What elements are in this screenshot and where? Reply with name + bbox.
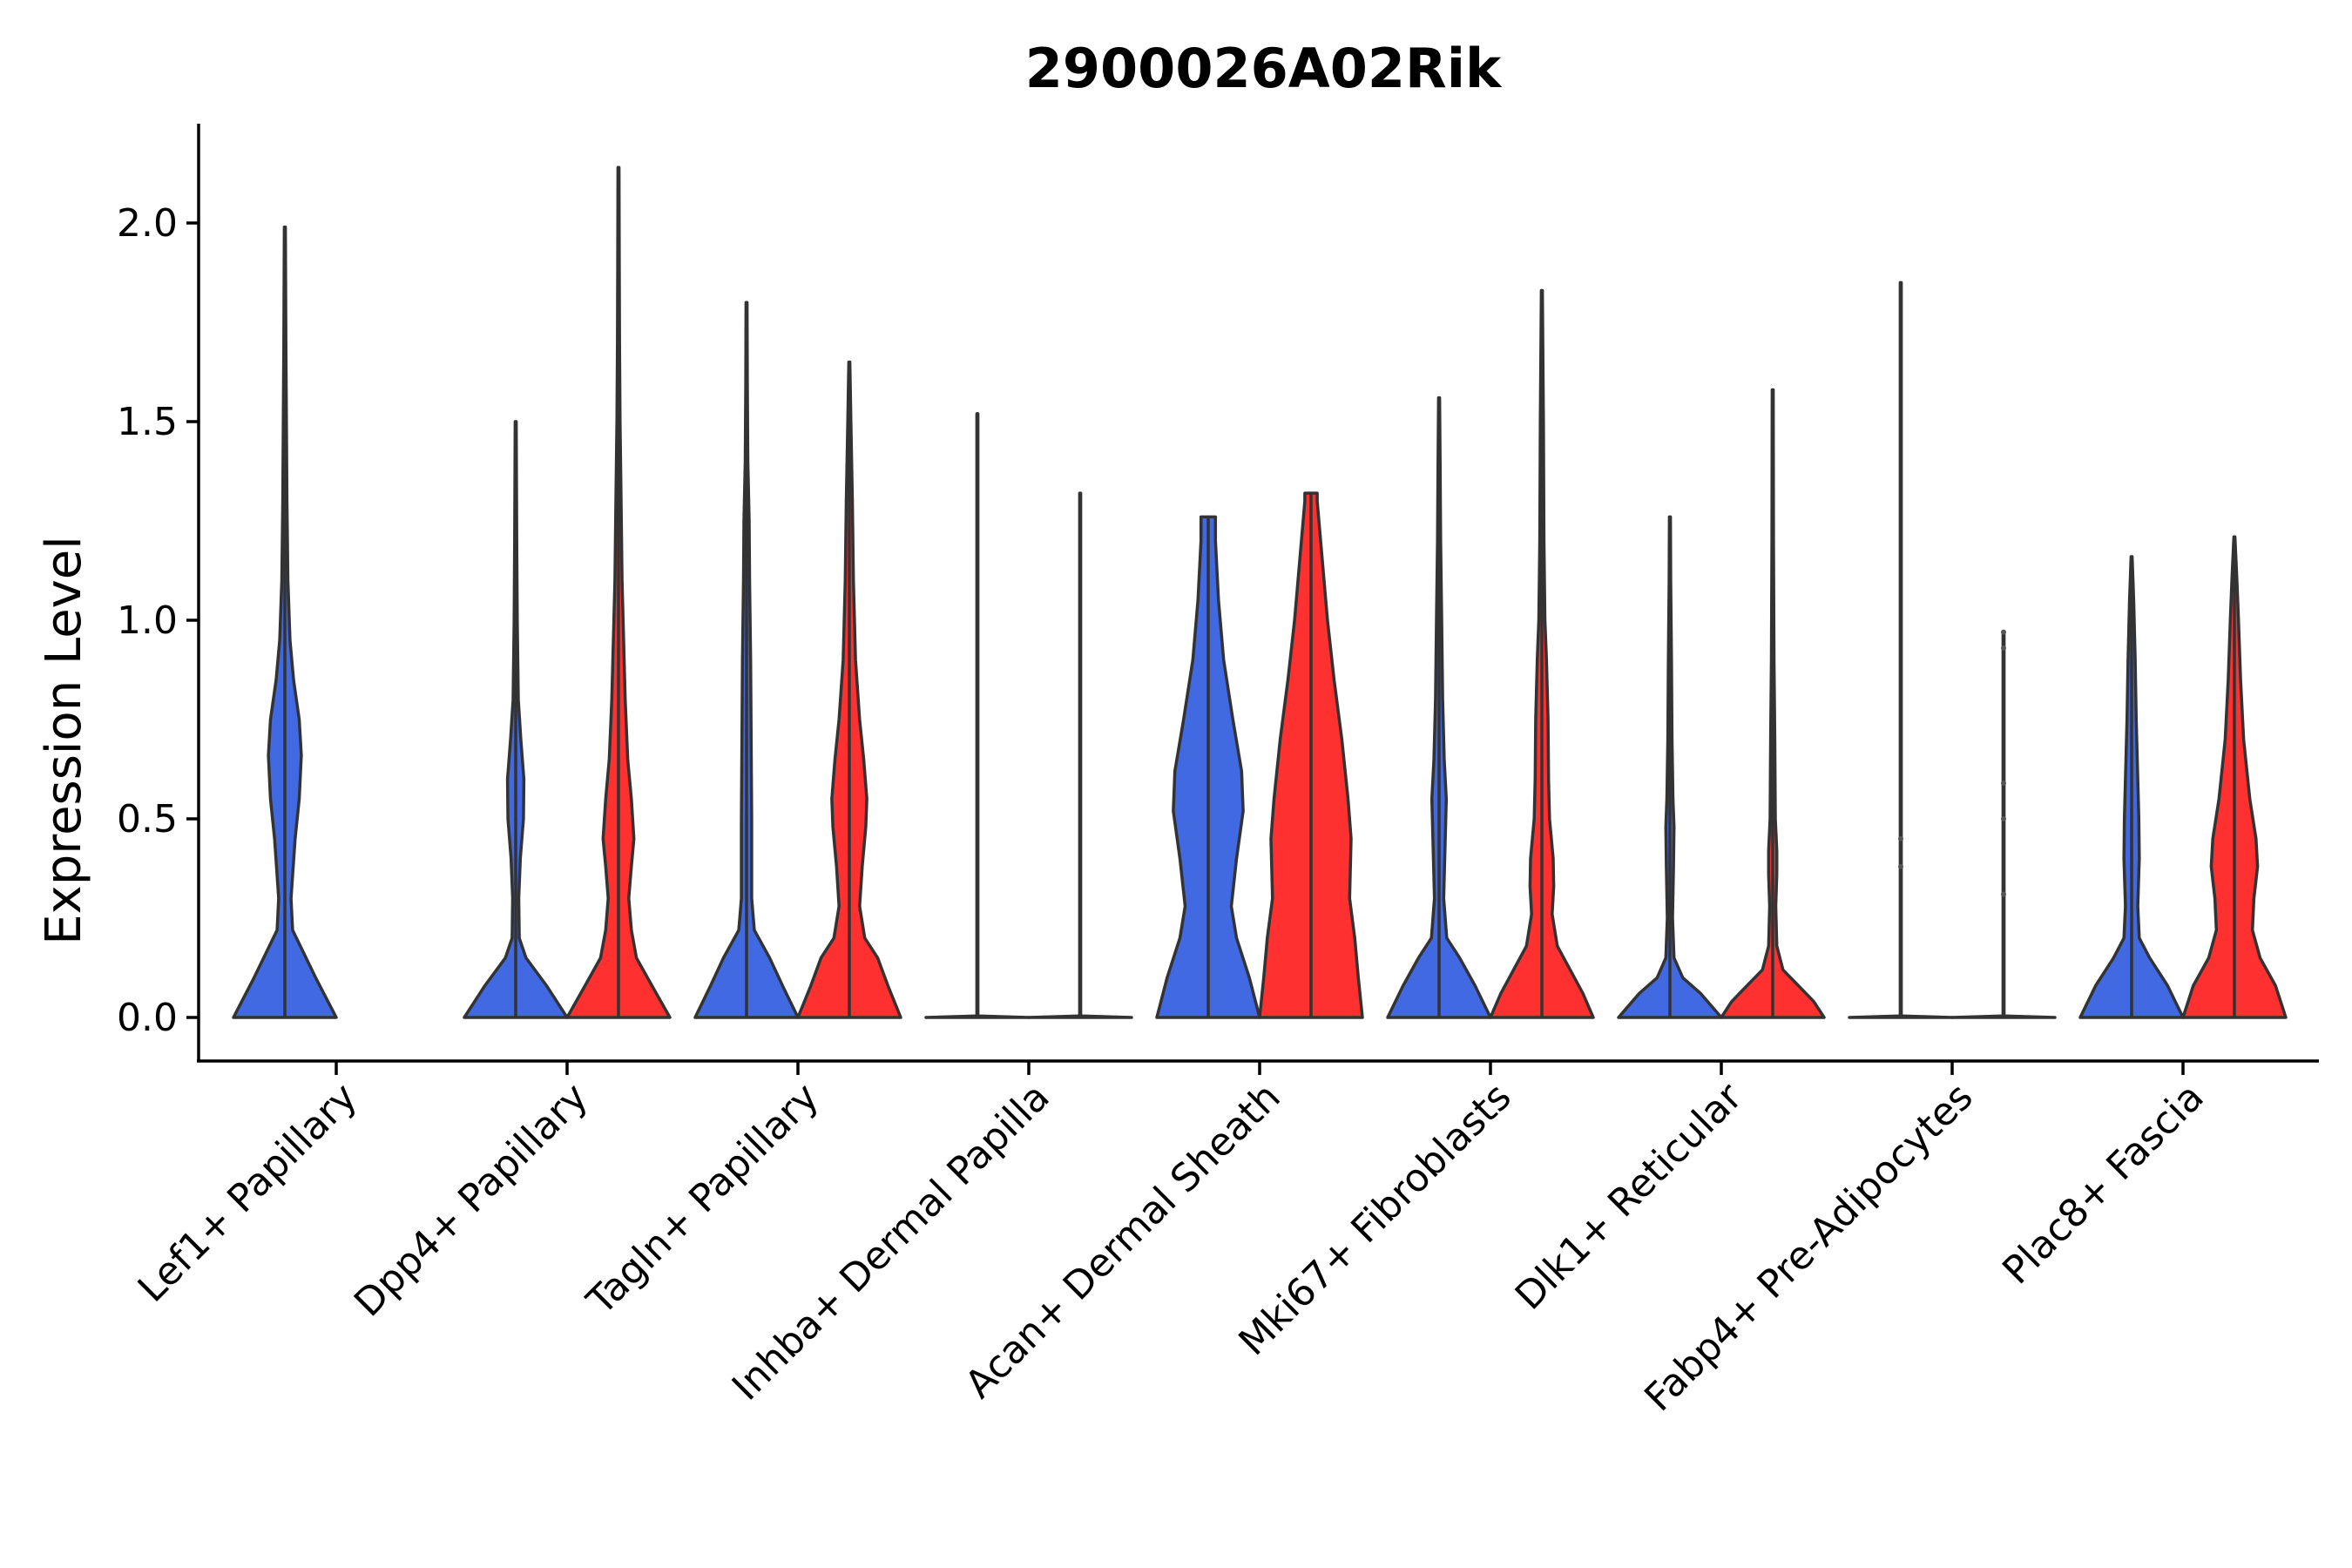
axes-layer xyxy=(197,124,2319,1063)
y-tick-label: 0.5 xyxy=(117,797,178,841)
chart-title: 2900026A02Rik xyxy=(1025,37,1503,100)
x-tick-label: Dlk1+ Reticular xyxy=(1507,1074,1752,1319)
outlier-point xyxy=(1898,863,1903,869)
x-tick-label: Lef1+ Papillary xyxy=(130,1075,366,1311)
x-tick-label: Tagln+ Papillary xyxy=(578,1075,828,1324)
outlier-point xyxy=(2001,629,2006,635)
outlier-point xyxy=(2001,780,2006,786)
y-tick-label: 0.0 xyxy=(117,996,178,1040)
outlier-point xyxy=(1898,835,1903,841)
y-tick-label: 1.0 xyxy=(117,598,178,643)
y-axis-label: Expression Level xyxy=(36,536,92,945)
outlier-point xyxy=(2001,891,2006,897)
x-tick-label: Plac8+ Fascia xyxy=(1994,1075,2213,1294)
y-ticks-layer: 0.0 0.5 1.0 1.5 2.0 xyxy=(117,201,199,1040)
outlier-point xyxy=(2001,816,2006,821)
y-tick-label: 2.0 xyxy=(117,201,178,246)
x-tick-label: Dpp4+ Papillary xyxy=(346,1075,597,1326)
violins-layer xyxy=(232,166,2288,1019)
y-tick-label: 1.5 xyxy=(117,400,178,444)
outlier-point xyxy=(2001,645,2006,651)
